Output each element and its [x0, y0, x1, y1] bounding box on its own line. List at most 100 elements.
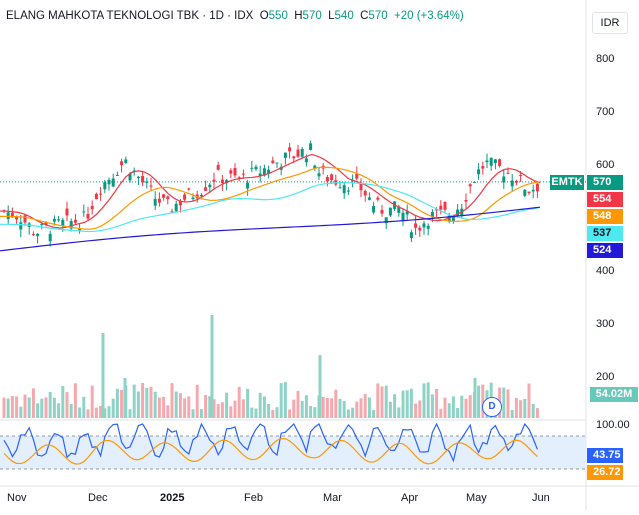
volume-tag: 54.02M — [590, 387, 638, 402]
volume-bar — [149, 386, 153, 418]
time-axis-label: Mar — [323, 492, 342, 504]
candle-body — [535, 183, 539, 192]
price-tag: 537 — [587, 226, 623, 241]
candle-body — [489, 157, 493, 166]
candle-body — [90, 205, 94, 210]
open-label: O — [259, 10, 269, 22]
volume-bar — [78, 407, 82, 418]
volume-bar — [414, 403, 418, 418]
volume-bar — [267, 403, 271, 418]
volume-bar — [283, 382, 287, 418]
volume-bar — [15, 396, 19, 418]
candle-body — [456, 209, 460, 216]
candle-body — [199, 194, 203, 197]
volume-bar — [48, 391, 52, 418]
candle-body — [149, 185, 153, 187]
price-axis-label: 400 — [596, 265, 615, 277]
time-axis-label: 2025 — [160, 492, 185, 504]
candle-body — [103, 182, 107, 190]
candle-body — [288, 147, 292, 152]
time-axis-label: Feb — [244, 492, 263, 504]
candle-body — [212, 179, 216, 182]
volume-bar — [288, 409, 292, 418]
candle-body — [15, 216, 19, 220]
volume-bar — [195, 384, 199, 418]
price-axis-label: 300 — [596, 318, 615, 330]
candle-body — [426, 225, 430, 229]
candle-body — [493, 159, 497, 164]
volume-bar — [107, 406, 111, 418]
candle-body — [485, 160, 489, 163]
currency-button[interactable]: IDR — [592, 12, 628, 34]
candle-body — [86, 213, 90, 219]
candle-body — [166, 196, 170, 200]
candle-body — [498, 159, 502, 166]
volume-bar — [296, 390, 300, 418]
volume-bar — [519, 400, 523, 418]
volume-bar — [212, 399, 216, 418]
volume-bar — [451, 396, 455, 418]
volume-bar — [178, 393, 182, 418]
candle-body — [69, 221, 73, 229]
candle-body — [128, 173, 132, 181]
volume-bar — [535, 408, 539, 418]
volume-bar — [31, 388, 35, 418]
volume-bar — [57, 403, 61, 418]
candle-body — [502, 176, 506, 183]
ma-line-red — [0, 153, 541, 229]
price-axis-label: 800 — [596, 53, 615, 65]
candle-body — [267, 169, 271, 174]
candle-body — [233, 168, 237, 176]
candle-body — [237, 177, 241, 179]
volume-bar — [510, 409, 514, 418]
volume-bar — [464, 398, 468, 418]
candle-body — [271, 160, 275, 164]
candle-body — [342, 185, 346, 194]
candle-body — [225, 180, 229, 184]
volume-bar — [69, 403, 73, 418]
candle-body — [157, 198, 161, 203]
candle-body — [447, 215, 451, 222]
candle-body — [145, 181, 149, 183]
candle-body — [65, 208, 69, 216]
dividend-badge[interactable]: D — [482, 397, 502, 417]
volume-bar — [115, 388, 119, 418]
volume-bar — [250, 407, 254, 418]
candle-body — [73, 219, 77, 223]
candle-body — [472, 181, 476, 183]
volume-bar — [254, 408, 258, 418]
candle-body — [325, 177, 329, 182]
volume-bar — [86, 409, 90, 418]
volume-bar — [65, 392, 69, 418]
candle-body — [162, 194, 166, 198]
candle-body — [153, 198, 157, 206]
volume-bar — [468, 395, 472, 418]
volume-bar — [44, 397, 48, 418]
candle-body — [527, 191, 531, 194]
volume-bar — [233, 400, 237, 418]
candle-body — [481, 166, 485, 169]
rsi-line — [3, 422, 538, 463]
volume-bar — [409, 388, 413, 418]
volume-bar — [422, 383, 426, 418]
symbol-name: ELANG MAHKOTA TEKNOLOGI TBK · 1D · IDX — [6, 10, 254, 22]
volume-bar — [19, 406, 23, 418]
ma-line-orange — [0, 166, 541, 230]
volume-bar — [128, 409, 132, 418]
volume-bar — [111, 398, 115, 418]
high-label: H — [294, 10, 303, 22]
rsi-signal-line — [3, 437, 538, 465]
candle-body — [384, 217, 388, 224]
volume-bar — [183, 398, 187, 418]
price-tag: 524 — [587, 243, 623, 258]
candle-body — [124, 159, 128, 164]
volume-bar — [330, 398, 334, 418]
candle-body — [451, 216, 455, 222]
volume-bar — [292, 399, 296, 418]
time-axis-label: Apr — [401, 492, 419, 504]
volume-bar — [162, 396, 166, 418]
candle-body — [330, 174, 334, 181]
volume-bar — [210, 315, 214, 418]
